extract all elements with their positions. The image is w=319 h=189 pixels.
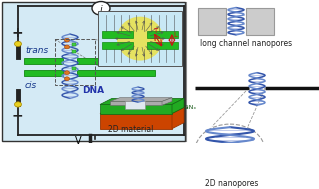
Text: cis: cis	[25, 81, 37, 90]
Bar	[102, 42, 133, 49]
Text: +: +	[11, 26, 23, 40]
Circle shape	[14, 41, 21, 46]
Bar	[147, 42, 178, 49]
Circle shape	[64, 45, 70, 49]
Polygon shape	[100, 114, 172, 129]
Polygon shape	[100, 105, 172, 114]
Bar	[147, 31, 178, 38]
Bar	[72, 50, 76, 53]
Text: long channel nanopores: long channel nanopores	[200, 39, 292, 48]
Bar	[2, 2, 185, 141]
Text: −: −	[11, 108, 23, 122]
Ellipse shape	[117, 17, 163, 60]
Text: L: L	[174, 32, 177, 38]
Bar	[72, 43, 76, 46]
Bar	[55, 39, 95, 85]
Bar	[255, 147, 267, 154]
Text: DNA: DNA	[82, 85, 104, 94]
Text: SiNₓ: SiNₓ	[184, 105, 197, 110]
Circle shape	[64, 77, 70, 81]
Bar	[198, 8, 226, 35]
Circle shape	[64, 71, 70, 74]
Text: 2D material: 2D material	[108, 125, 153, 134]
Bar	[125, 101, 145, 109]
Bar	[77, 57, 155, 64]
Bar	[77, 70, 155, 76]
Circle shape	[64, 38, 70, 42]
Polygon shape	[172, 108, 184, 129]
Polygon shape	[172, 98, 184, 114]
Text: Si: Si	[174, 118, 180, 124]
Bar	[102, 31, 133, 38]
Polygon shape	[100, 108, 184, 114]
Bar	[98, 11, 182, 66]
Bar	[72, 67, 76, 70]
Bar	[24, 70, 63, 76]
Polygon shape	[110, 98, 172, 101]
Bar	[193, 147, 205, 154]
Text: V: V	[75, 136, 81, 146]
Polygon shape	[100, 98, 184, 105]
Text: 2D nanopores: 2D nanopores	[205, 179, 258, 188]
Circle shape	[14, 102, 21, 107]
Text: $i$: $i$	[99, 3, 103, 15]
Polygon shape	[110, 101, 162, 105]
Text: trans: trans	[25, 46, 48, 55]
Text: T: T	[153, 28, 158, 34]
Bar	[246, 8, 274, 35]
Polygon shape	[162, 98, 172, 105]
Bar	[24, 57, 63, 64]
Circle shape	[92, 2, 110, 15]
